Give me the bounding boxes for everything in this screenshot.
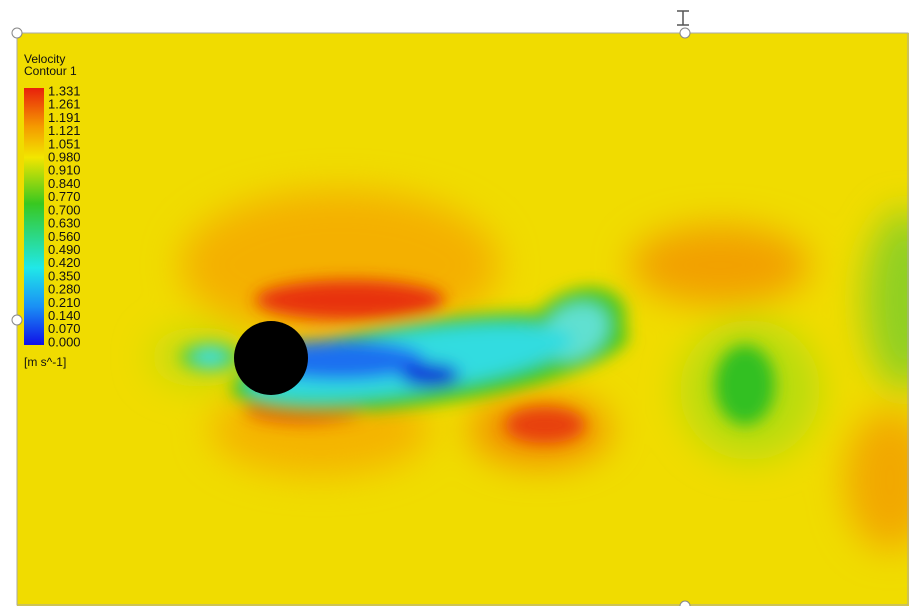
cursor [677, 11, 689, 25]
handle[interactable] [12, 315, 22, 325]
legend-subtitle: Contour 1 [24, 64, 77, 78]
contour-screenshot: Velocity Contour 1 1.3311.2611.1911.1211… [0, 0, 909, 606]
page: {"legend": {"title": "Velocity", "subtit… [0, 0, 909, 606]
legend-labels: 1.3311.2611.1911.1211.0510.9800.9100.840… [48, 83, 81, 349]
contour-field [17, 33, 909, 606]
handle[interactable] [12, 28, 22, 38]
color-bar [24, 88, 44, 345]
legend-unit: [m s^-1] [24, 355, 66, 369]
legend-label: 0.000 [48, 334, 81, 349]
handle[interactable] [680, 28, 690, 38]
cylinder [234, 321, 308, 395]
